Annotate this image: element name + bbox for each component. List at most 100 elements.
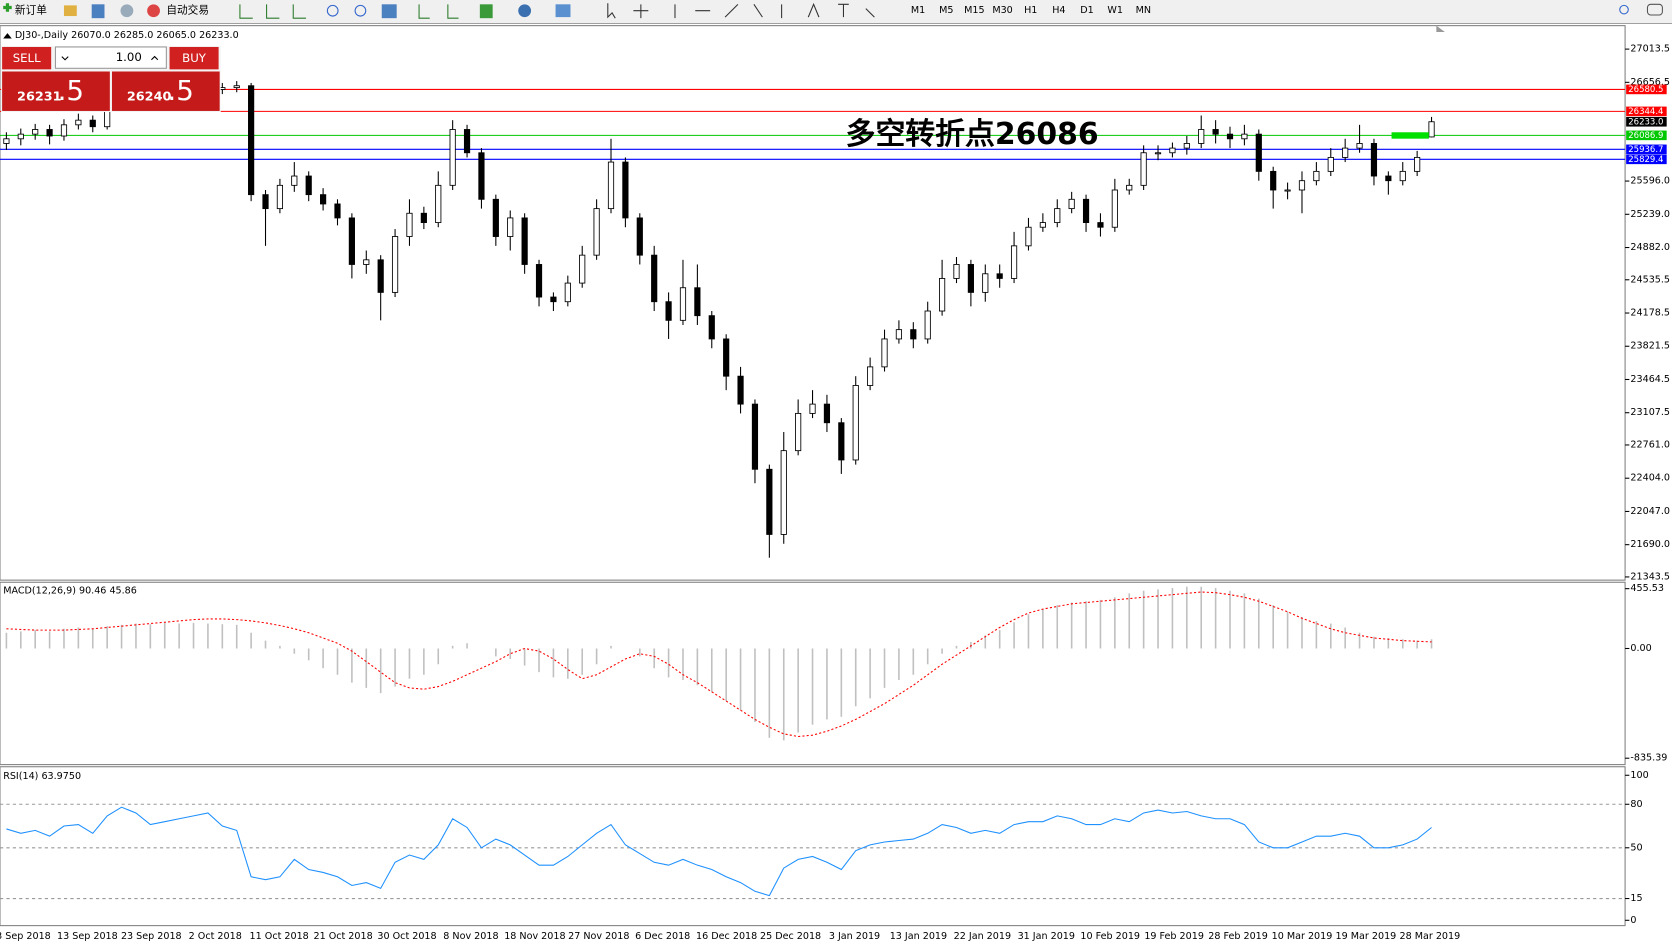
sell-label[interactable]: SELL <box>13 51 41 65</box>
periods-icon[interactable] <box>518 4 532 18</box>
auto-trading-icon[interactable] <box>147 4 160 18</box>
y-tick-label: 24882.0 <box>1630 242 1670 253</box>
drawing-tools[interactable] <box>607 3 783 19</box>
x-tick-label: 10 Mar 2019 <box>1272 931 1333 942</box>
candle-body <box>1039 222 1046 228</box>
candle-body <box>622 161 629 219</box>
y-tick-label: 25239.0 <box>1630 209 1670 220</box>
candle-body <box>233 85 240 89</box>
icon[interactable] <box>120 4 134 18</box>
candle-body <box>823 403 831 424</box>
chart-header: DJ30-,Daily 26070.0 26285.0 26065.0 2623… <box>15 30 239 41</box>
level-label: 25829.4 <box>1628 155 1663 165</box>
candle-body <box>262 194 269 210</box>
new-order-icon[interactable] <box>3 3 12 12</box>
auto-trading-button[interactable]: 自动交易 <box>166 4 209 17</box>
level-label: 26580.5 <box>1628 85 1663 95</box>
collapse-icon[interactable] <box>3 33 12 39</box>
chat-icon[interactable] <box>1646 3 1663 16</box>
buy-price-box[interactable] <box>111 71 220 111</box>
lot-arrows[interactable] <box>61 55 159 61</box>
candle-body <box>478 152 485 200</box>
indicators-icon[interactable] <box>479 4 493 19</box>
zoom-in[interactable] <box>326 4 339 17</box>
lot-value[interactable]: 1.00 <box>116 50 142 64</box>
candle-body <box>1399 170 1406 182</box>
candle-body <box>579 254 586 284</box>
candle-body <box>1082 198 1090 224</box>
y-tick-label: 100 <box>1630 770 1648 781</box>
tile-icon[interactable] <box>381 4 397 19</box>
timeframe-button[interactable]: M1 <box>911 5 925 16</box>
y-tick-label: 0 <box>1630 915 1636 926</box>
icon[interactable] <box>91 4 105 19</box>
candle-body <box>1054 208 1061 224</box>
candle-body <box>593 208 600 256</box>
y-tick-label: 22047.0 <box>1630 506 1670 517</box>
candle-body <box>982 273 989 293</box>
buy-label[interactable]: BUY <box>182 51 207 65</box>
sell-price-pips[interactable]: .5 <box>58 74 84 107</box>
candle-body <box>1385 175 1392 182</box>
new-order-button[interactable]: 新订单 <box>15 4 47 17</box>
candle-body <box>910 329 917 340</box>
toolbar: 新订单 自动交易 M1 M5 M15 M30 H1 H4 D1 W1 MN <box>0 0 1672 25</box>
timeframe-button[interactable]: M5 <box>939 5 953 16</box>
candle-body <box>1140 152 1147 186</box>
search-icon[interactable] <box>1619 4 1629 15</box>
candle-body <box>1327 156 1334 172</box>
candle-body <box>607 161 615 210</box>
zoom-out[interactable] <box>354 4 367 17</box>
candle-body <box>535 264 543 298</box>
lot-field[interactable] <box>54 46 167 69</box>
candle-body <box>3 138 10 144</box>
buy-price[interactable]: 26240 <box>127 90 172 105</box>
candle-body <box>967 264 974 293</box>
x-tick-label: 3 Sep 2018 <box>0 931 51 942</box>
x-tick-label: 18 Nov 2018 <box>504 931 565 942</box>
x-tick-label: 3 Jan 2019 <box>829 931 880 942</box>
candle-body <box>1068 198 1075 210</box>
candle-body <box>492 198 499 237</box>
timeframe-button[interactable]: MN <box>1136 5 1151 16</box>
buy-button[interactable] <box>169 46 219 70</box>
sell-price[interactable]: 26231 <box>17 90 62 105</box>
chart-type-icons[interactable] <box>239 4 307 19</box>
scroll-icons[interactable] <box>418 4 459 19</box>
drawing-tools[interactable] <box>807 2 875 18</box>
icon[interactable] <box>63 5 77 17</box>
templates-icon[interactable] <box>555 4 571 18</box>
x-tick-label: 11 Oct 2018 <box>250 931 309 942</box>
timeframe-button[interactable]: W1 <box>1107 5 1123 16</box>
x-tick-label: 8 Nov 2018 <box>443 931 498 942</box>
candle-body <box>852 385 859 461</box>
candle-body <box>1154 152 1162 155</box>
candle-body <box>1010 245 1018 279</box>
x-tick-label: 30 Oct 2018 <box>377 931 436 942</box>
level-label: 26086.9 <box>1628 131 1663 141</box>
x-tick-label: 21 Oct 2018 <box>313 931 372 942</box>
timeframe-button[interactable]: D1 <box>1080 5 1093 16</box>
y-tick-label: 0.00 <box>1630 643 1651 654</box>
y-tick-label: 22404.0 <box>1630 473 1670 484</box>
timeframe-button[interactable]: M30 <box>992 5 1012 16</box>
candle-body <box>89 119 96 128</box>
sell-button[interactable] <box>2 46 52 70</box>
candle-body <box>391 236 399 293</box>
candle-body <box>838 422 845 461</box>
candle-body <box>521 217 528 265</box>
buy-price-pips[interactable]: .5 <box>167 74 193 107</box>
candle-body <box>507 217 514 237</box>
annotation: 多空转折点26086 <box>846 117 1099 152</box>
candle-body <box>60 124 68 137</box>
timeframe-button[interactable]: M15 <box>964 5 984 16</box>
timeframe-button[interactable]: H1 <box>1024 5 1037 16</box>
x-tick-label: 22 Jan 2019 <box>954 931 1011 942</box>
candle-body <box>1183 143 1190 149</box>
timeframe-button[interactable]: H4 <box>1052 5 1065 16</box>
sell-price-box[interactable] <box>2 71 110 111</box>
y-tick-label: 24178.5 <box>1630 308 1670 319</box>
candle-body <box>564 282 571 303</box>
candle-body <box>694 287 701 317</box>
y-tick-label: 26656.5 <box>1630 77 1670 88</box>
